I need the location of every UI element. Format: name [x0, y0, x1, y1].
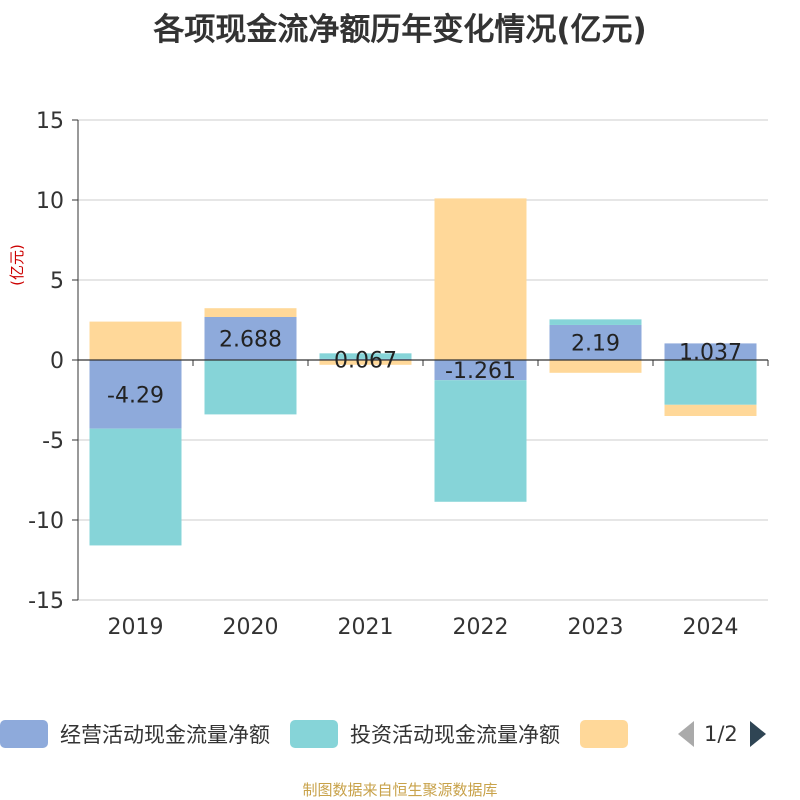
bar-2022-series-1 [434, 380, 527, 502]
y-tick-label: 0 [50, 349, 64, 374]
bar-2023-series-2 [549, 360, 642, 373]
bar-2021-series-1 [319, 353, 412, 359]
legend-prev-arrow-icon[interactable] [678, 721, 694, 747]
bar-2023-series-0 [549, 324, 642, 360]
legend-item-investing[interactable]: 投资活动现金流量净额 [290, 719, 560, 749]
x-tick-label-2019: 2019 [108, 615, 164, 640]
legend-pager: 1/2 [678, 721, 766, 747]
bar-2023-series-1 [549, 319, 642, 325]
y-tick-label: 5 [50, 269, 64, 294]
chart-title: 各项现金流净额历年变化情况(亿元) [153, 12, 647, 48]
y-axis-label: (亿元) [8, 244, 26, 286]
legend-label-operating: 经营活动现金流量净额 [60, 723, 270, 747]
legend-item-operating[interactable]: 经营活动现金流量净额 [0, 719, 270, 749]
bar-2020-series-1 [204, 360, 297, 415]
legend-page-indicator: 1/2 [704, 722, 738, 746]
bar-2021-series-2 [319, 360, 412, 365]
bar-2024-series-1 [664, 360, 757, 405]
legend-item-financing[interactable] [580, 720, 640, 748]
x-tick-label-2022: 2022 [453, 615, 509, 640]
x-tick-label-2024: 2024 [683, 615, 739, 640]
bar-2022-series-2 [434, 198, 527, 360]
data-label-2023: 2.19 [571, 331, 620, 356]
x-tick-label-2020: 2020 [223, 615, 279, 640]
data-label-2019: -4.29 [107, 383, 164, 408]
legend-next-arrow-icon[interactable] [749, 721, 766, 747]
legend-swatch-investing [290, 720, 338, 748]
bar-2020-series-0 [204, 316, 297, 360]
data-label-2020: 2.688 [219, 327, 282, 352]
y-tick-label: -15 [28, 589, 64, 614]
y-tick-label: -5 [42, 429, 64, 454]
y-tick-label: -10 [28, 509, 64, 534]
legend: 经营活动现金流量净额 投资活动现金流量净额 1/2 [0, 714, 800, 754]
legend-label-investing: 投资活动现金流量净额 [350, 723, 560, 747]
bar-2019-series-2 [89, 321, 182, 360]
bar-2024-series-0 [664, 343, 757, 360]
bar-2020-series-2 [204, 308, 297, 317]
x-tick-label-2021: 2021 [338, 615, 394, 640]
x-tick-label-2023: 2023 [568, 615, 624, 640]
data-label-2021: 0.067 [334, 348, 397, 373]
data-label-2024: 1.037 [679, 341, 742, 366]
bar-2019-series-0 [89, 360, 182, 429]
legend-swatch-operating [0, 720, 48, 748]
source-note: 制图数据来自恒生聚源数据库 [302, 781, 498, 799]
y-tick-label: 10 [36, 189, 64, 214]
bar-2019-series-1 [89, 428, 182, 546]
bar-2022-series-0 [434, 360, 527, 381]
y-tick-label: 15 [36, 109, 64, 134]
bar-2024-series-2 [664, 404, 757, 416]
data-label-2022: -1.261 [445, 359, 516, 384]
legend-swatch-financing [580, 720, 628, 748]
